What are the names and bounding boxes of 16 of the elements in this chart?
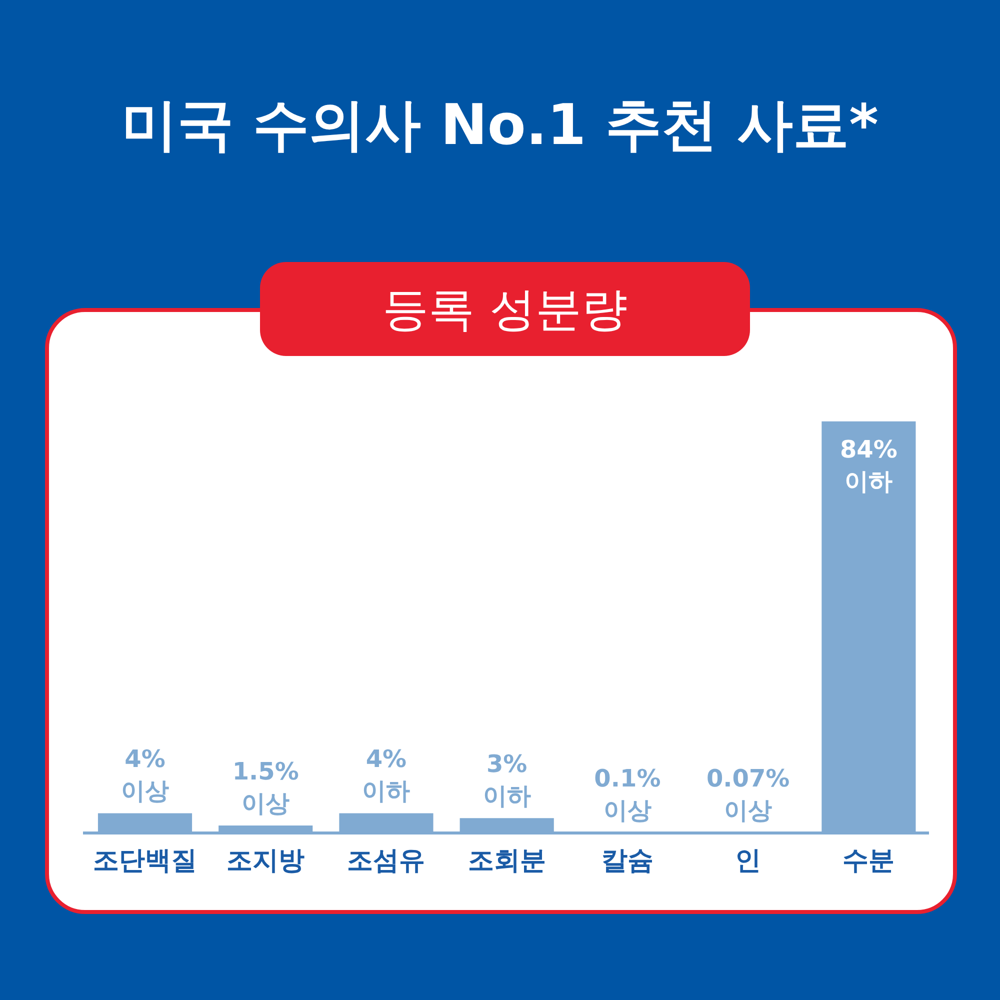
- x-tick-label: 인: [735, 846, 762, 876]
- chart-subtitle: 등록 성분량: [260, 262, 750, 356]
- data-label: 4% 이하: [362, 745, 410, 806]
- data-label: 84% 이하: [840, 435, 898, 496]
- data-label: 1.5% 이상: [232, 757, 299, 818]
- data-label: 4% 이상: [121, 745, 169, 806]
- x-tick-label: 칼슘: [601, 846, 654, 876]
- x-tick-label: 수분: [842, 846, 895, 876]
- x-tick-label: 조회분: [468, 846, 546, 876]
- data-label: 0.07% 이상: [706, 764, 790, 824]
- chart-title: 미국 수의사 No.1 추천 사료*: [120, 92, 880, 160]
- x-tick-label: 조섬유: [347, 846, 426, 876]
- x-tick-label: 조단백질: [93, 846, 197, 876]
- x-tick-label: 조지방: [226, 846, 305, 876]
- data-label: 3% 이하: [482, 750, 531, 810]
- data-label: 0.1% 이상: [594, 764, 661, 824]
